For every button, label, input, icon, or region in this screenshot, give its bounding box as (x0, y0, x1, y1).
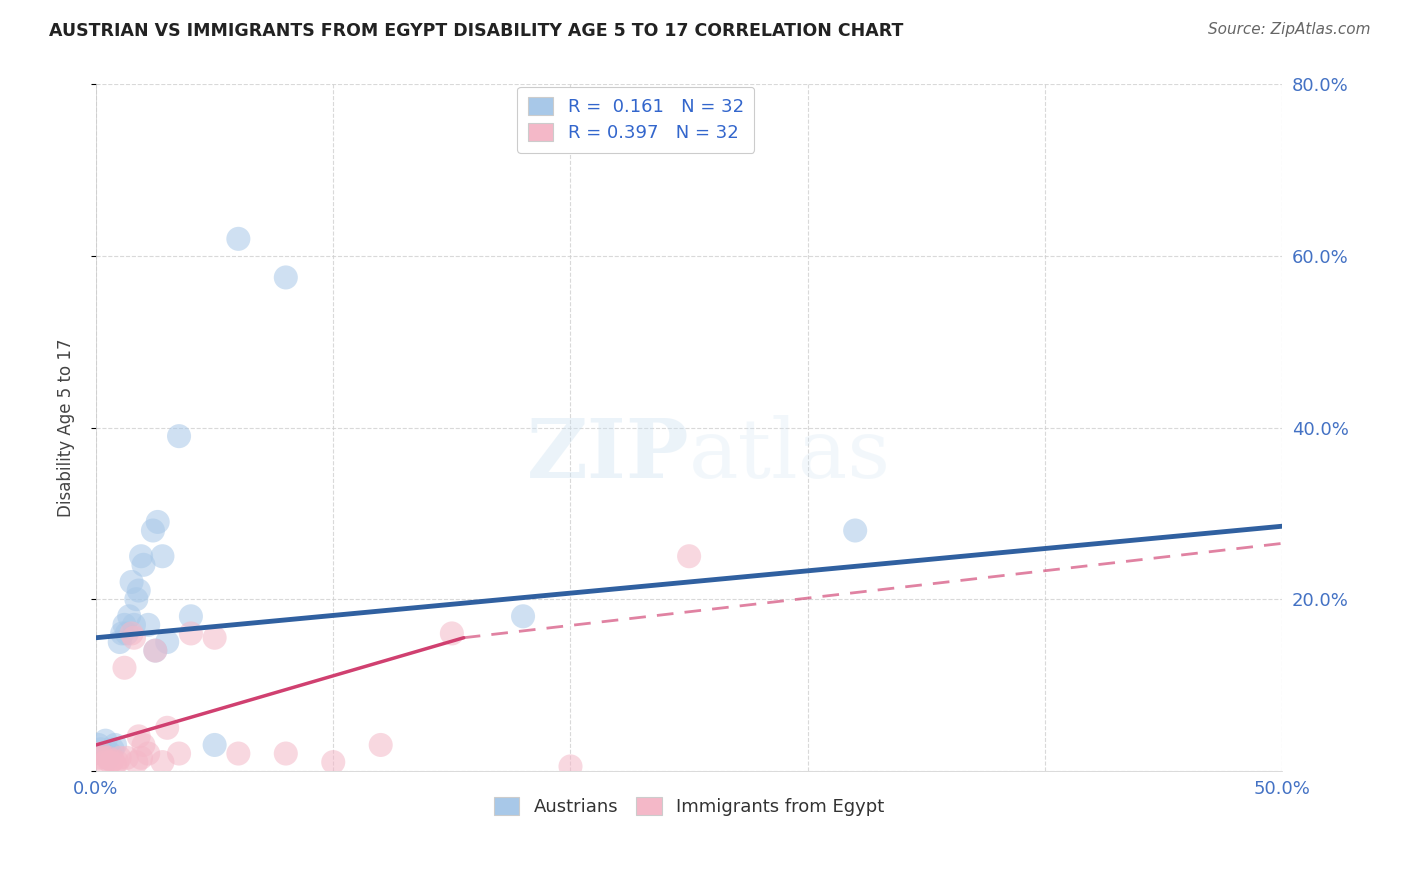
Point (167, 429, 190, 443)
Point (101, 742, 124, 756)
Point (114, 618, 136, 632)
Point (143, 643, 166, 657)
Point (122, 631, 145, 645)
Point (115, 751, 138, 765)
Point (142, 524, 165, 538)
Point (128, 730, 150, 744)
Point (678, 549, 700, 564)
Point (97, 751, 120, 765)
Point (844, 524, 866, 538)
Point (118, 609, 141, 624)
Y-axis label: Disability Age 5 to 17: Disability Age 5 to 17 (58, 338, 75, 516)
Point (136, 747, 159, 761)
Point (204, 631, 226, 645)
Point (143, 643, 166, 657)
Point (94, 733, 117, 747)
Point (228, 232, 250, 246)
Point (128, 583, 150, 598)
Point (156, 635, 179, 649)
Point (101, 753, 124, 767)
Point (115, 626, 138, 640)
Point (91, 747, 114, 761)
Point (125, 592, 148, 607)
Point (512, 609, 534, 624)
Text: Source: ZipAtlas.com: Source: ZipAtlas.com (1208, 22, 1371, 37)
Point (146, 515, 169, 529)
Point (98, 747, 121, 761)
Point (97, 751, 120, 765)
Point (121, 626, 143, 640)
Point (87, 738, 110, 752)
Point (87, 751, 110, 765)
Point (440, 626, 463, 640)
Point (274, 270, 297, 285)
Point (111, 626, 134, 640)
Point (90, 747, 112, 761)
Legend: Austrians, Immigrants from Egypt: Austrians, Immigrants from Egypt (486, 790, 891, 823)
Point (152, 549, 174, 564)
Point (274, 747, 297, 761)
Point (104, 738, 127, 752)
Point (370, 738, 392, 752)
Text: atlas: atlas (689, 415, 891, 495)
Point (104, 756, 127, 771)
Point (105, 755, 128, 769)
Point (180, 609, 202, 624)
Point (156, 721, 179, 735)
Point (560, 759, 582, 773)
Point (132, 738, 155, 752)
Point (125, 755, 148, 769)
Point (90, 742, 112, 756)
Point (94, 755, 117, 769)
Point (322, 755, 344, 769)
Text: ZIP: ZIP (526, 415, 689, 495)
Point (136, 618, 159, 632)
Point (204, 738, 226, 752)
Point (167, 747, 190, 761)
Point (152, 755, 174, 769)
Point (132, 558, 155, 572)
Point (98, 755, 121, 769)
Point (122, 618, 145, 632)
Point (121, 574, 143, 589)
Point (129, 549, 152, 564)
Point (108, 635, 131, 649)
Point (180, 626, 202, 640)
Point (129, 751, 152, 765)
Point (114, 661, 136, 675)
Point (91, 751, 114, 765)
Point (108, 751, 131, 765)
Point (228, 747, 250, 761)
Text: AUSTRIAN VS IMMIGRANTS FROM EGYPT DISABILITY AGE 5 TO 17 CORRELATION CHART: AUSTRIAN VS IMMIGRANTS FROM EGYPT DISABI… (49, 22, 904, 40)
